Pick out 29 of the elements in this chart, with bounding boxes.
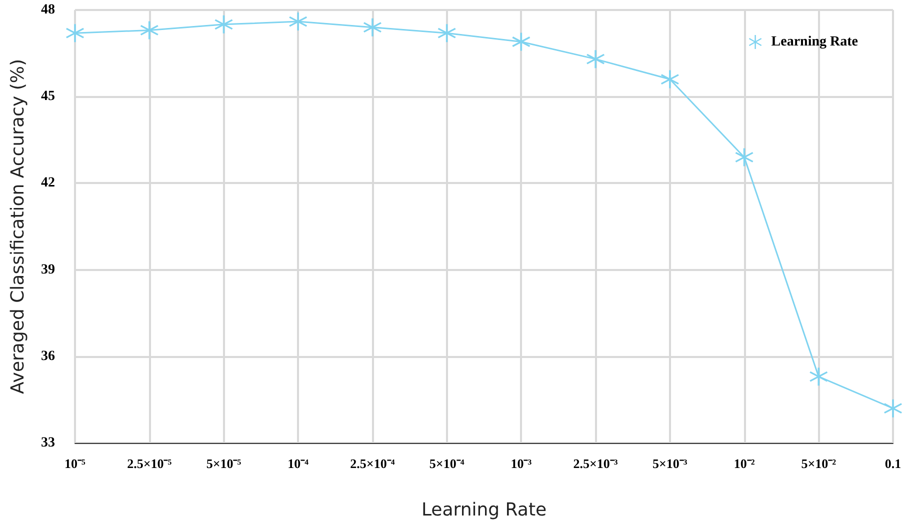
x-tick-label: 5×10⁻⁵ [206, 456, 242, 471]
x-tick-label: 5×10⁻² [801, 456, 836, 471]
x-tick-label: 2.5×10⁻⁴ [350, 456, 395, 471]
legend-label: Learning Rate [771, 34, 858, 50]
point [660, 70, 679, 88]
point [289, 12, 308, 31]
x-tick-label: 10⁻⁴ [288, 456, 309, 471]
y-tick-label: 45 [41, 89, 55, 104]
x-axis-title: Learning Rate [421, 500, 547, 520]
point [884, 399, 902, 418]
y-tick-label: 33 [41, 436, 55, 450]
y-tick-label: 42 [41, 176, 55, 191]
point [586, 50, 605, 68]
y-tick-label: 39 [41, 262, 55, 278]
point [363, 18, 382, 36]
x-tick-label: 10⁻³ [510, 456, 532, 471]
y-tick-label: 36 [41, 348, 55, 364]
x-tick-label: 10⁻² [734, 456, 755, 471]
x-tick-label: 2.5×10⁻⁵ [127, 456, 172, 471]
y-tick-label: 48 [41, 2, 55, 18]
x-tick-label: 0.1 [884, 456, 902, 471]
x-tick-label: 2.5×10⁻³ [573, 456, 618, 471]
x-tick-label: 5×10⁻³ [652, 456, 688, 471]
point [140, 21, 158, 40]
x-tick-label: 10⁻⁵ [64, 456, 86, 471]
point [810, 368, 828, 386]
x-tick-label: 5×10⁻⁴ [429, 456, 464, 471]
point [66, 24, 84, 42]
y-axis-title: Averaged Classification Accuracy (%) [8, 59, 28, 394]
